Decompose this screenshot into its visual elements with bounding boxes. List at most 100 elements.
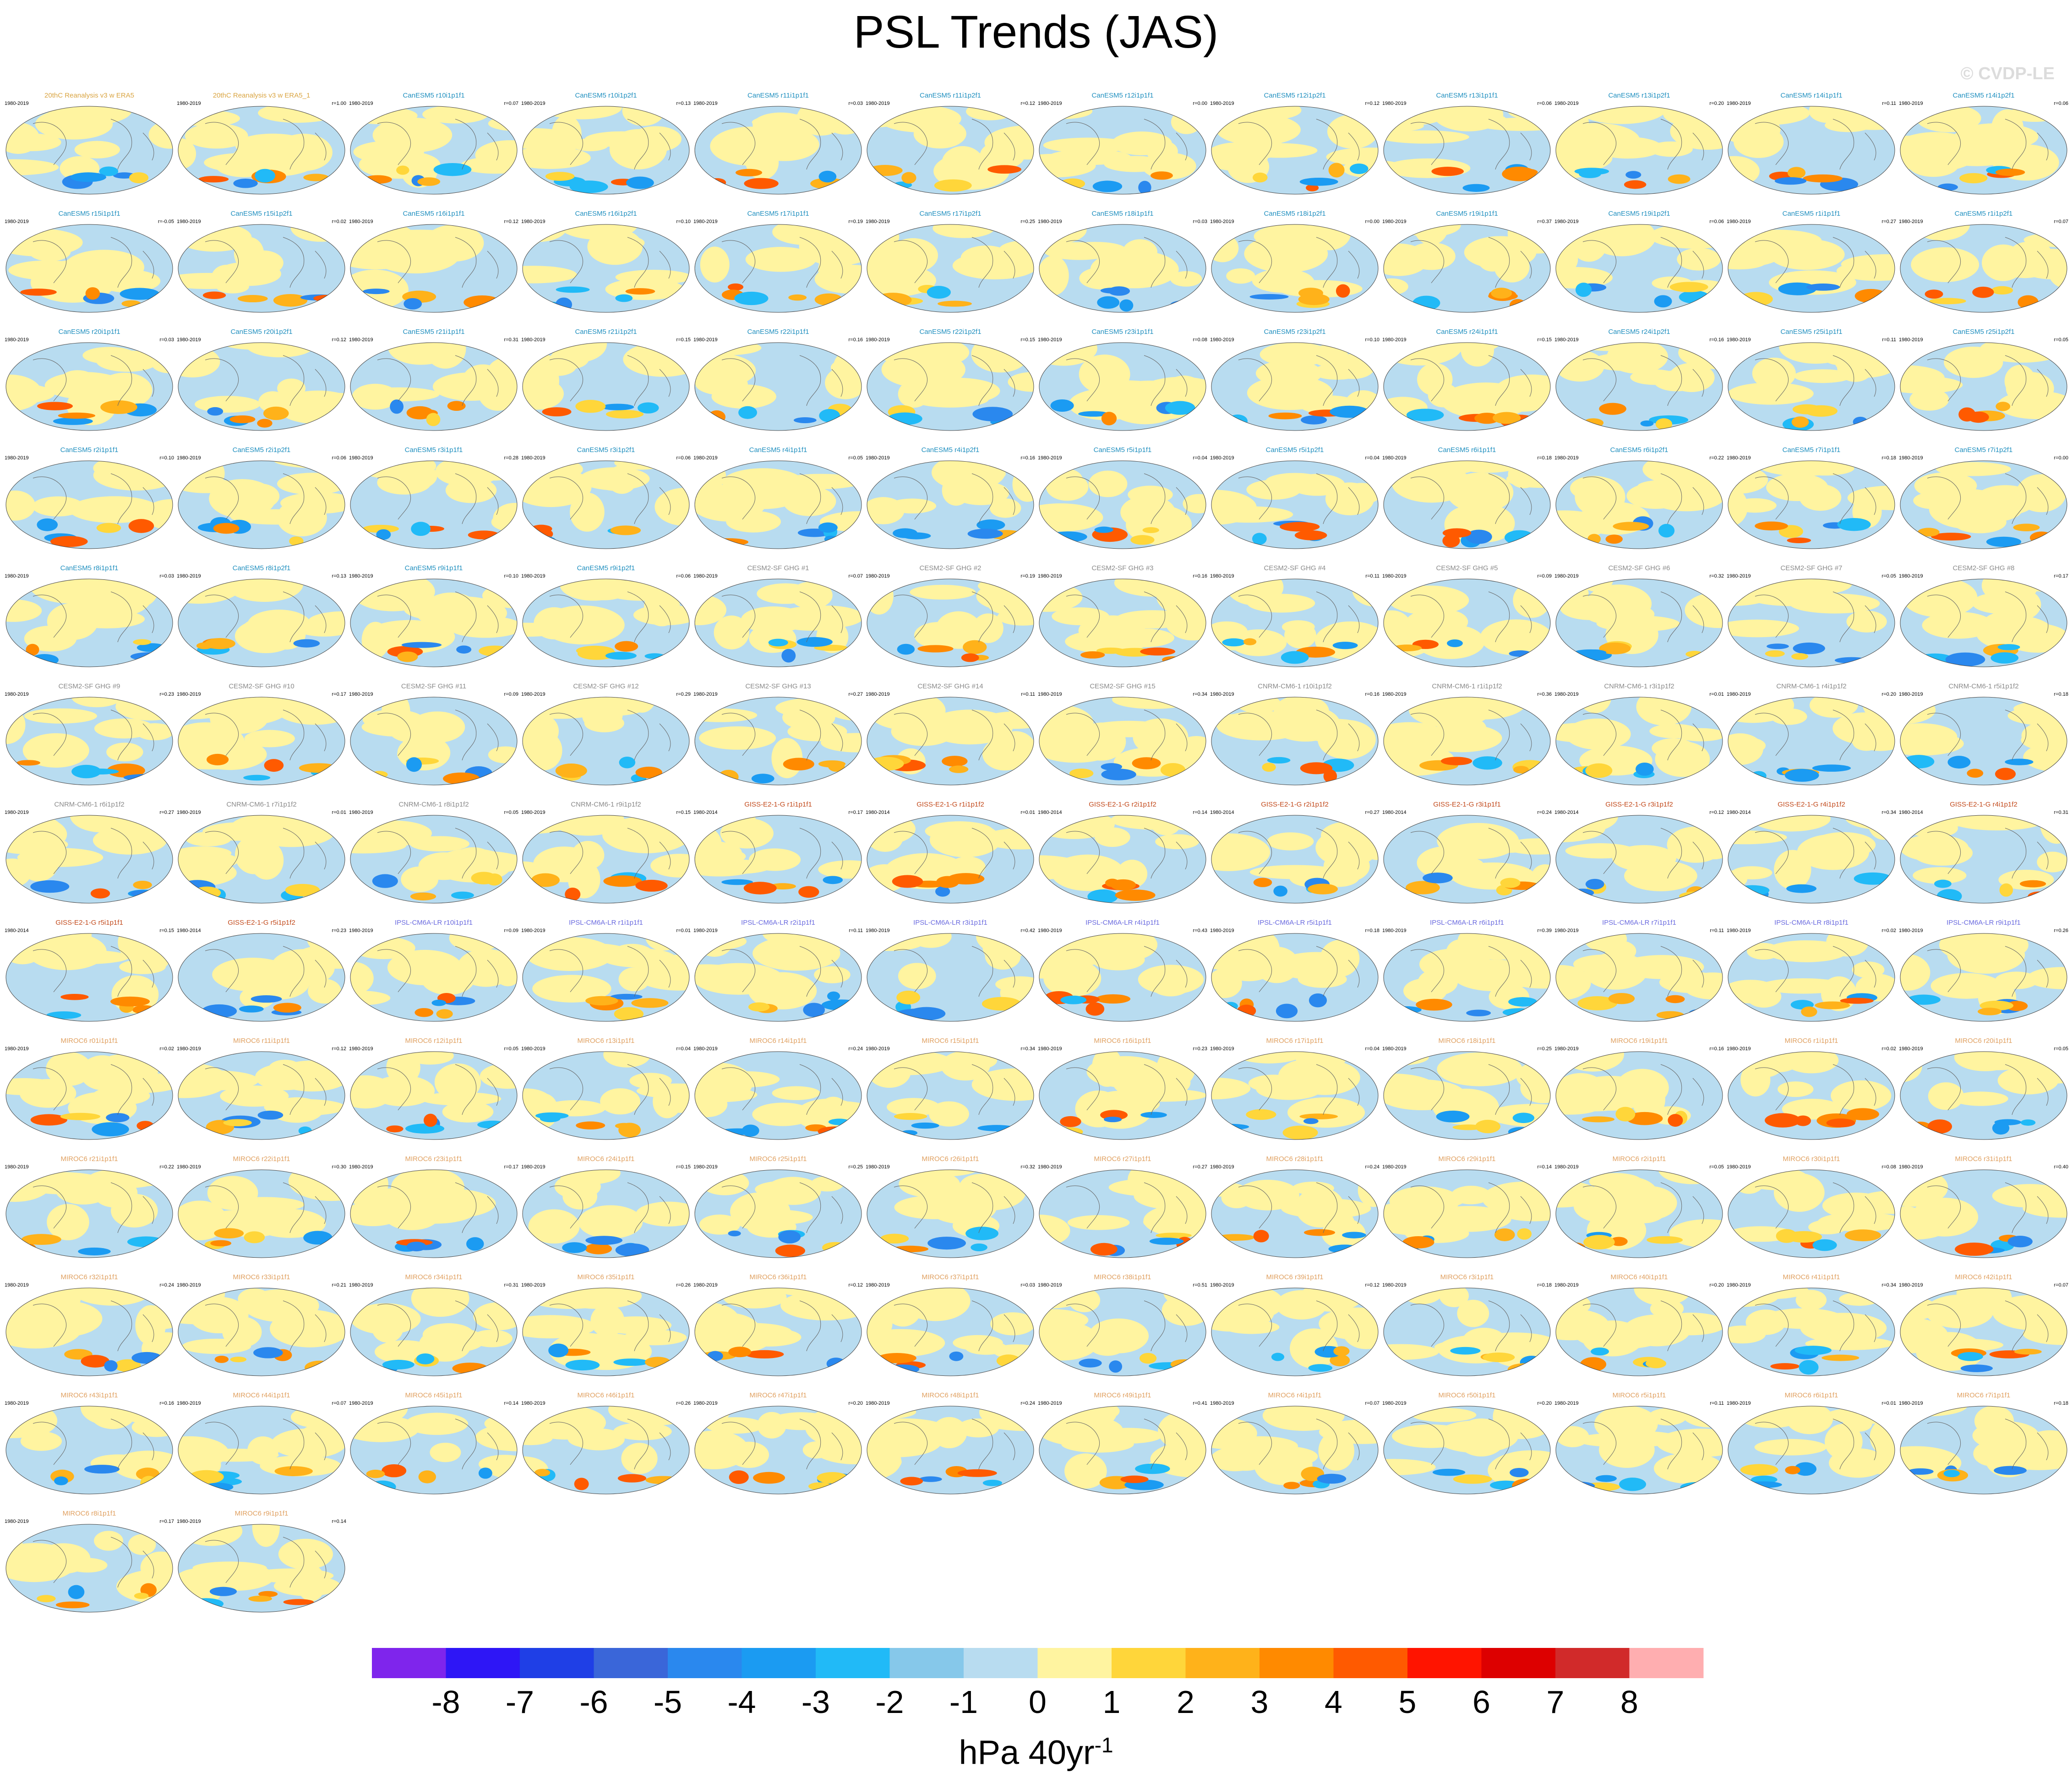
trend-patch xyxy=(751,774,774,784)
panel-period: 1980-2019 xyxy=(866,337,890,343)
trend-patch xyxy=(60,1113,100,1120)
trend-patch xyxy=(1139,1353,1157,1364)
panel-period: 1980-2019 xyxy=(177,573,201,579)
panel-title: MIROC6 r9i1p1f1 xyxy=(234,1510,289,1517)
trend-patch xyxy=(1822,1192,1890,1219)
coastline xyxy=(1755,473,1876,524)
trend-patch xyxy=(1854,872,1892,885)
trend-patch xyxy=(535,1112,569,1119)
panel-title: MIROC6 r6i1p1f1 xyxy=(1784,1391,1838,1399)
trend-patch xyxy=(1779,343,1853,364)
panel-period: 1980-2019 xyxy=(693,1046,718,1052)
map-panel: MIROC6 r19i1p1f1 1980-2019 r=0.16 xyxy=(1554,1037,1725,1143)
map-panel: GISS-E2-1-G r3i1p1f2 1980-2014 r=0.12 xyxy=(1554,801,1725,907)
trend-patch xyxy=(818,860,862,879)
trend-patch xyxy=(352,383,398,410)
panel-period: 1980-2019 xyxy=(5,337,29,343)
trend-patch xyxy=(630,126,682,152)
trend-patch xyxy=(783,758,814,771)
trend-patch xyxy=(1211,968,1242,998)
map-border xyxy=(694,1169,862,1258)
trend-patch xyxy=(894,1195,973,1219)
trend-patch xyxy=(1454,461,1521,473)
map-panel: CanESM5 r9i1p1f1 1980-2019 r=0.10 xyxy=(348,564,519,671)
trend-patch xyxy=(713,1071,780,1088)
trend-patch xyxy=(1831,1080,1892,1111)
trend-patch xyxy=(26,644,39,656)
map-border xyxy=(1728,697,1895,785)
map-border xyxy=(178,1287,345,1376)
coastline xyxy=(1410,828,1532,879)
trend-map xyxy=(1383,697,1551,785)
trend-patch xyxy=(822,1242,849,1253)
panel-period: 1980-2019 xyxy=(349,1401,373,1406)
panel-correlation: r=0.31 xyxy=(504,1282,519,1288)
map-panel: GISS-E2-1-G r5i1p1f2 1980-2014 r=0.23 xyxy=(176,919,347,1025)
trend-patch xyxy=(892,875,923,888)
map-panel: MIROC6 r13i1p1f1 1980-2019 r=0.04 xyxy=(520,1037,692,1143)
coastline xyxy=(377,946,499,997)
panel-correlation: r=0.06 xyxy=(676,573,691,579)
coastline xyxy=(1410,709,1532,761)
trend-patch xyxy=(1990,652,2019,664)
trend-map xyxy=(1039,1051,1206,1140)
panel-correlation: r=0.21 xyxy=(332,1282,347,1288)
map-panel: CanESM5 r11i1p1f1 1980-2019 r=0.03 xyxy=(692,92,864,198)
panel-correlation: r=0.04 xyxy=(1193,455,1208,461)
trend-patch xyxy=(617,1474,647,1483)
trend-patch xyxy=(745,247,816,272)
panel-correlation: r=0.03 xyxy=(848,101,863,106)
map-panel: MIROC6 r01i1p1f1 1980-2019 r=0.02 xyxy=(4,1037,175,1143)
coastline xyxy=(1238,591,1360,643)
panel-correlation: r=0.06 xyxy=(332,455,347,461)
panel-title: IPSL-CM6A-LR r5i1p1f1 xyxy=(1258,919,1332,927)
trend-patch xyxy=(780,474,862,490)
trend-patch xyxy=(888,498,937,514)
panel-correlation: r=0.00 xyxy=(1365,219,1380,224)
trend-patch xyxy=(1211,1418,1257,1449)
map-border xyxy=(1900,1406,2067,1494)
trend-patch xyxy=(1216,114,1301,146)
map-border xyxy=(1555,697,1723,785)
trend-patch xyxy=(585,1236,623,1245)
panel-period: 1980-2019 xyxy=(5,1401,29,1406)
trend-map xyxy=(522,1287,690,1376)
map-border xyxy=(1555,460,1723,549)
trend-patch xyxy=(361,622,389,659)
trend-patch xyxy=(699,726,776,750)
panel-title: CanESM5 r19i1p1f1 xyxy=(1436,210,1498,218)
map-border xyxy=(867,933,1034,1022)
trend-patch xyxy=(2026,967,2067,989)
trend-patch xyxy=(1992,1121,2010,1135)
trend-patch xyxy=(1384,1344,1439,1360)
trend-patch xyxy=(1055,1127,1083,1137)
trend-patch xyxy=(1170,300,1196,310)
coastline xyxy=(33,1300,154,1352)
panel-title: CanESM5 r12i1p2f1 xyxy=(1264,92,1326,99)
trend-patch xyxy=(1513,582,1550,618)
trend-patch xyxy=(619,757,636,769)
panel-title: IPSL-CM6A-LR r8i1p1f1 xyxy=(1774,919,1848,927)
trend-patch xyxy=(1936,462,2011,476)
trend-patch xyxy=(1092,180,1123,192)
panel-period: 1980-2019 xyxy=(1382,101,1407,106)
trend-patch xyxy=(20,1431,62,1451)
trend-patch xyxy=(772,1086,821,1100)
trend-map xyxy=(350,1169,518,1258)
trend-patch xyxy=(2013,524,2040,532)
trend-patch xyxy=(447,616,517,638)
trend-map xyxy=(1039,342,1206,431)
map-border xyxy=(1383,1169,1551,1258)
coastline xyxy=(205,1300,327,1352)
trend-patch xyxy=(1299,1113,1338,1119)
map-border xyxy=(694,697,862,785)
panel-correlation: r=0.07 xyxy=(2054,1282,2069,1288)
panel-title: MIROC6 r29i1p1f1 xyxy=(1438,1155,1496,1163)
trend-patch xyxy=(803,1003,825,1017)
trend-patch xyxy=(972,613,1003,643)
trend-patch xyxy=(900,1477,923,1486)
panel-period: 1980-2019 xyxy=(177,1164,201,1170)
coastline xyxy=(894,355,1015,406)
trend-patch xyxy=(603,875,642,887)
trend-patch xyxy=(1922,611,1994,639)
